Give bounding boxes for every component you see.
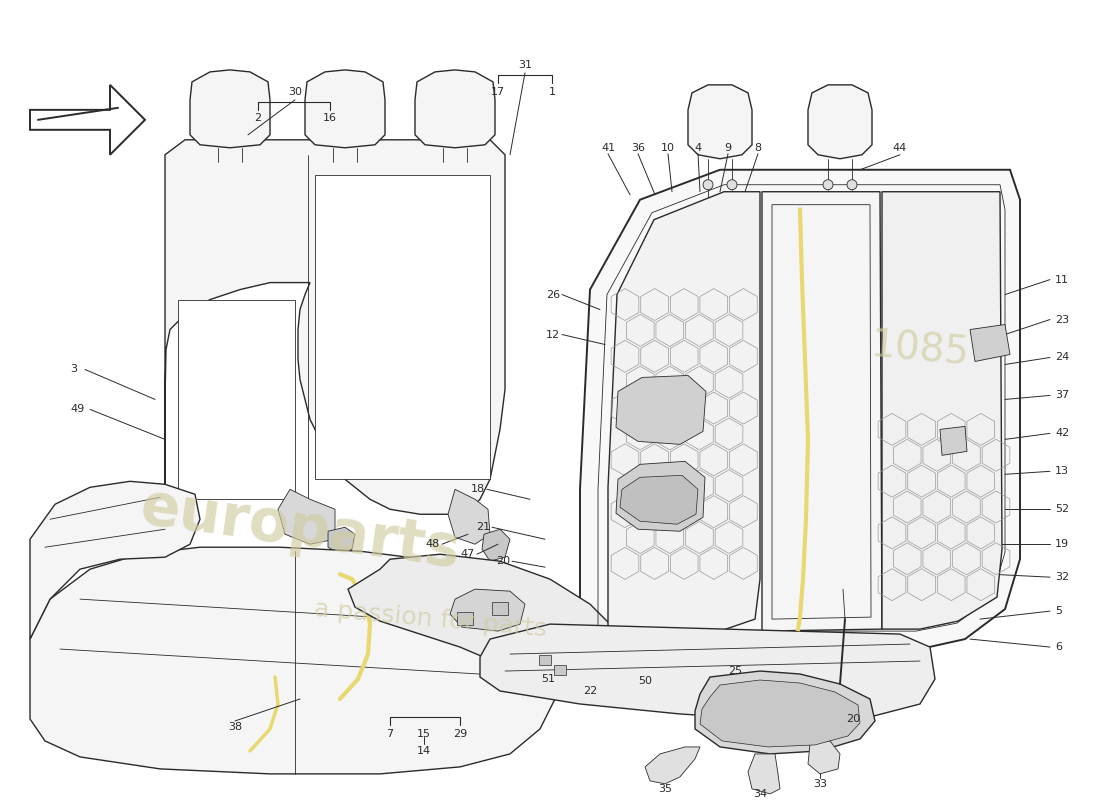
Polygon shape [305, 70, 385, 148]
Text: 50: 50 [638, 676, 652, 686]
Polygon shape [882, 192, 1002, 629]
Text: 18: 18 [471, 484, 485, 494]
Polygon shape [616, 462, 705, 531]
Polygon shape [970, 325, 1010, 362]
Text: 11: 11 [1055, 274, 1069, 285]
Text: 23: 23 [1055, 314, 1069, 325]
Polygon shape [645, 747, 700, 784]
Text: 2: 2 [254, 113, 262, 123]
Polygon shape [748, 754, 780, 794]
Text: 6: 6 [1055, 642, 1061, 652]
Text: 3: 3 [70, 365, 77, 374]
Text: 13: 13 [1055, 466, 1069, 476]
Circle shape [727, 180, 737, 190]
Polygon shape [940, 426, 967, 455]
Text: 36: 36 [631, 142, 645, 153]
Text: 10: 10 [661, 142, 675, 153]
Polygon shape [539, 655, 551, 665]
Text: 42: 42 [1055, 428, 1069, 438]
Polygon shape [700, 680, 860, 747]
Text: 49: 49 [70, 405, 85, 414]
Text: 33: 33 [813, 779, 827, 789]
Circle shape [847, 180, 857, 190]
Text: europarts: europarts [136, 478, 463, 580]
Text: 38: 38 [228, 722, 242, 732]
Polygon shape [30, 482, 200, 639]
Text: 9: 9 [725, 142, 732, 153]
Text: 30: 30 [288, 87, 302, 97]
Text: 32: 32 [1055, 572, 1069, 582]
Polygon shape [808, 741, 840, 774]
Text: 14: 14 [417, 746, 431, 756]
Polygon shape [554, 665, 566, 675]
Polygon shape [178, 299, 295, 499]
Text: 31: 31 [518, 60, 532, 70]
Text: 47: 47 [461, 550, 475, 559]
Polygon shape [688, 85, 752, 158]
Circle shape [703, 180, 713, 190]
Text: 44: 44 [893, 142, 907, 153]
Text: 37: 37 [1055, 390, 1069, 401]
Text: 21: 21 [476, 522, 490, 532]
Polygon shape [30, 547, 562, 774]
Polygon shape [808, 85, 872, 158]
Polygon shape [620, 475, 698, 524]
Polygon shape [448, 490, 490, 544]
Polygon shape [695, 671, 875, 754]
Polygon shape [580, 170, 1020, 649]
Polygon shape [190, 70, 270, 148]
Circle shape [823, 180, 833, 190]
Text: 51: 51 [541, 674, 556, 684]
Text: 22: 22 [583, 686, 597, 696]
Polygon shape [456, 612, 473, 625]
Text: 19: 19 [1055, 539, 1069, 550]
Text: 17: 17 [491, 87, 505, 97]
Text: 12: 12 [546, 330, 560, 339]
Text: a passion for parts: a passion for parts [312, 597, 548, 642]
Polygon shape [328, 527, 355, 554]
Text: 15: 15 [417, 729, 431, 739]
Text: 35: 35 [658, 784, 672, 794]
Polygon shape [608, 192, 760, 631]
Polygon shape [278, 490, 336, 544]
Polygon shape [762, 192, 882, 631]
Text: 34: 34 [752, 789, 767, 799]
Polygon shape [482, 530, 510, 561]
Polygon shape [315, 174, 490, 479]
Polygon shape [492, 602, 508, 615]
Polygon shape [415, 70, 495, 148]
Text: 20: 20 [846, 714, 860, 724]
Text: 48: 48 [426, 539, 440, 550]
Text: 29: 29 [453, 729, 468, 739]
Text: 52: 52 [1055, 504, 1069, 514]
Text: 5: 5 [1055, 606, 1061, 616]
Polygon shape [30, 85, 145, 154]
Polygon shape [480, 624, 935, 721]
Text: 20: 20 [496, 556, 510, 566]
Text: 24: 24 [1055, 353, 1069, 362]
Text: 1: 1 [549, 87, 556, 97]
Polygon shape [616, 375, 706, 444]
Text: 41: 41 [601, 142, 615, 153]
Text: 16: 16 [323, 113, 337, 123]
Polygon shape [165, 140, 505, 679]
Polygon shape [450, 589, 525, 631]
Polygon shape [348, 554, 630, 687]
Text: 26: 26 [546, 290, 560, 299]
Text: 7: 7 [386, 729, 394, 739]
Text: 8: 8 [755, 142, 761, 153]
Text: 1085: 1085 [869, 326, 971, 373]
Text: 4: 4 [694, 142, 702, 153]
Text: 25: 25 [728, 666, 743, 676]
